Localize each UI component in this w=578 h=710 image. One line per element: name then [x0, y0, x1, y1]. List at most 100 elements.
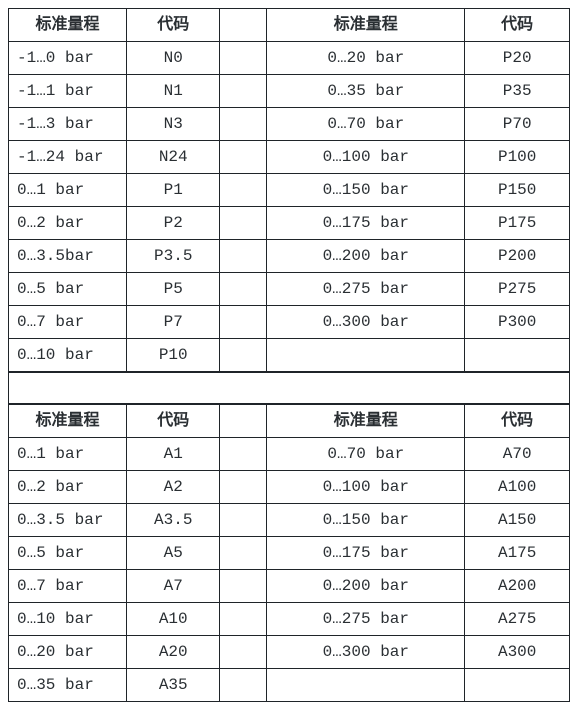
header-code-right: 代码 — [465, 405, 570, 438]
code-cell-left: N3 — [126, 108, 220, 141]
range-cell-right: 0…150 bar — [267, 174, 465, 207]
table-row: 0…1 barA1 0…70 barA70 — [9, 438, 570, 471]
code-cell-right: P70 — [465, 108, 570, 141]
code-cell-left: A20 — [126, 636, 220, 669]
range-cell-right — [267, 669, 465, 702]
code-cell-left: N0 — [126, 42, 220, 75]
spacer-cell — [220, 669, 267, 702]
table-row: -1…24 barN24 0…100 barP100 — [9, 141, 570, 174]
header-spacer — [220, 9, 267, 42]
code-cell-left: A1 — [126, 438, 220, 471]
spacer-cell — [220, 42, 267, 75]
code-cell-right: P20 — [465, 42, 570, 75]
range-cell-left: 0…35 bar — [9, 669, 127, 702]
table-row: 0…10 barA100…275 barA275 — [9, 603, 570, 636]
code-cell-left: A7 — [126, 570, 220, 603]
code-cell-right: P100 — [465, 141, 570, 174]
gap-row — [9, 373, 570, 404]
spacer-cell — [220, 207, 267, 240]
table-row: 0…5 barP50…275 barP275 — [9, 273, 570, 306]
header-spacer — [220, 405, 267, 438]
range-cell-left: 0…10 bar — [9, 603, 127, 636]
header-code-right: 代码 — [465, 9, 570, 42]
range-cell-right: 0…275 bar — [267, 603, 465, 636]
range-cell-right — [267, 339, 465, 372]
range-cell-left: 0…2 bar — [9, 207, 127, 240]
code-cell-right: P275 — [465, 273, 570, 306]
range-cell-right: 0…200 bar — [267, 570, 465, 603]
code-cell-left: N1 — [126, 75, 220, 108]
range-cell-left: 0…7 bar — [9, 306, 127, 339]
spacer-cell — [220, 603, 267, 636]
table-row: 0…3.5barP3.5 0…200 barP200 — [9, 240, 570, 273]
table-2: 标准量程代码标准量程代码0…1 barA10…70 barA700…2 barA… — [8, 404, 570, 702]
table-row: 0…7 barP70…300 barP300 — [9, 306, 570, 339]
header-code-left: 代码 — [126, 9, 220, 42]
range-cell-left: -1…1 bar — [9, 75, 127, 108]
range-cell-left: 0…3.5 bar — [9, 504, 127, 537]
code-cell-right: P175 — [465, 207, 570, 240]
range-code-tables: 标准量程代码标准量程代码-1…0 barN00…20 barP20-1…1 ba… — [8, 8, 570, 702]
code-cell-right: A100 — [465, 471, 570, 504]
range-cell-left: -1…3 bar — [9, 108, 127, 141]
range-cell-left: 0…5 bar — [9, 273, 127, 306]
code-cell-right: A300 — [465, 636, 570, 669]
range-cell-left: 0…3.5bar — [9, 240, 127, 273]
code-cell-right: P200 — [465, 240, 570, 273]
table-row: 0…3.5 barA3.5 0…150 barA150 — [9, 504, 570, 537]
code-cell-right — [465, 669, 570, 702]
range-cell-right: 0…100 bar — [267, 471, 465, 504]
range-cell-left: -1…24 bar — [9, 141, 127, 174]
header-code-left: 代码 — [126, 405, 220, 438]
range-cell-right: 0…70 bar — [267, 108, 465, 141]
range-cell-left: 0…2 bar — [9, 471, 127, 504]
range-cell-left: 0…5 bar — [9, 537, 127, 570]
range-cell-left: 0…10 bar — [9, 339, 127, 372]
code-cell-left: A35 — [126, 669, 220, 702]
spacer-cell — [220, 438, 267, 471]
range-cell-right: 0…100 bar — [267, 141, 465, 174]
range-cell-left: 0…20 bar — [9, 636, 127, 669]
header-range-left: 标准量程 — [9, 405, 127, 438]
range-cell-right: 0…20 bar — [267, 42, 465, 75]
spacer-cell — [220, 339, 267, 372]
code-cell-right — [465, 339, 570, 372]
range-cell-right: 0…200 bar — [267, 240, 465, 273]
table-row: 0…2 barP2 0…175 barP175 — [9, 207, 570, 240]
code-cell-right: P35 — [465, 75, 570, 108]
code-cell-right: P150 — [465, 174, 570, 207]
code-cell-left: P2 — [126, 207, 220, 240]
spacer-cell — [220, 75, 267, 108]
code-cell-right: A70 — [465, 438, 570, 471]
range-cell-right: 0…175 bar — [267, 207, 465, 240]
table-row: 0…35 barA35 — [9, 669, 570, 702]
range-cell-right: 0…70 bar — [267, 438, 465, 471]
code-cell-left: P1 — [126, 174, 220, 207]
table-row: -1…0 barN0 0…20 barP20 — [9, 42, 570, 75]
spacer-cell — [220, 141, 267, 174]
range-cell-left: 0…1 bar — [9, 438, 127, 471]
table-row: 0…7 barA7 0…200 barA200 — [9, 570, 570, 603]
range-cell-right: 0…150 bar — [267, 504, 465, 537]
table-row: -1…1 barN1 0…35 barP35 — [9, 75, 570, 108]
code-cell-right: P300 — [465, 306, 570, 339]
spacer-cell — [220, 273, 267, 306]
table-row: 0…20 barA200…300 barA300 — [9, 636, 570, 669]
range-cell-left: -1…0 bar — [9, 42, 127, 75]
code-cell-left: A2 — [126, 471, 220, 504]
spacer-cell — [220, 108, 267, 141]
spacer-cell — [220, 471, 267, 504]
code-cell-right: A275 — [465, 603, 570, 636]
code-cell-right: A200 — [465, 570, 570, 603]
code-cell-right: A150 — [465, 504, 570, 537]
spacer-cell — [220, 504, 267, 537]
table-row: 0…5 barA50…175 barA175 — [9, 537, 570, 570]
range-cell-left: 0…7 bar — [9, 570, 127, 603]
code-cell-left: N24 — [126, 141, 220, 174]
range-cell-right: 0…175 bar — [267, 537, 465, 570]
code-cell-left: A3.5 — [126, 504, 220, 537]
range-cell-right: 0…35 bar — [267, 75, 465, 108]
table-row: -1…3 barN3 0…70 barP70 — [9, 108, 570, 141]
code-cell-left: P3.5 — [126, 240, 220, 273]
range-cell-right: 0…275 bar — [267, 273, 465, 306]
